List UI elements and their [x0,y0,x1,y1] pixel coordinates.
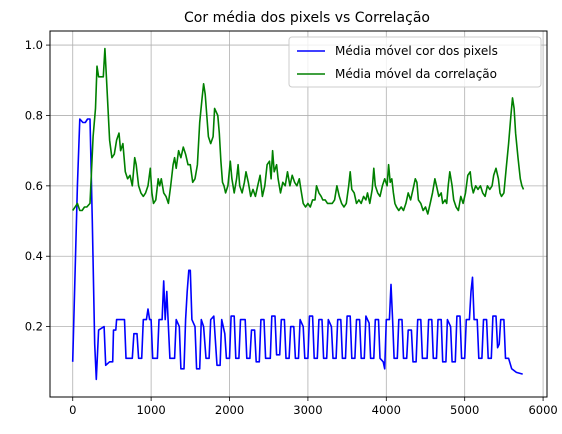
x-tick-label: 3000 [293,403,322,417]
x-tick-label: 0 [69,403,76,417]
y-tick-label: 1.0 [25,38,43,52]
y-tick-label: 0.2 [25,320,43,334]
x-tick-label: 1000 [136,403,165,417]
legend-label-pixel-color: Média móvel cor dos pixels [335,44,498,58]
legend-label-correlation: Média móvel da correlação [335,67,497,81]
x-axis-ticks: 0 1000 2000 3000 4000 5000 6000 [69,397,558,417]
x-tick-label: 2000 [215,403,244,417]
series-line-pixel-color [71,118,523,381]
legend: Média móvel cor dos pixels Média móvel d… [288,36,542,88]
y-axis-ticks: 0.2 0.4 0.6 0.8 1.0 [25,38,50,334]
legend-box [288,36,542,88]
series-line-correlation [72,47,525,215]
grid-lines [50,31,547,397]
y-tick-label: 0.4 [25,249,43,263]
y-tick-label: 0.6 [25,179,43,193]
chart-title: Cor média dos pixels vs Correlação [184,10,430,26]
series-lines [71,47,525,381]
x-tick-label: 5000 [450,403,479,417]
y-tick-label: 0.8 [25,108,43,122]
x-tick-label: 4000 [372,403,401,417]
x-tick-label: 6000 [528,403,557,417]
plot-frame [49,30,548,398]
